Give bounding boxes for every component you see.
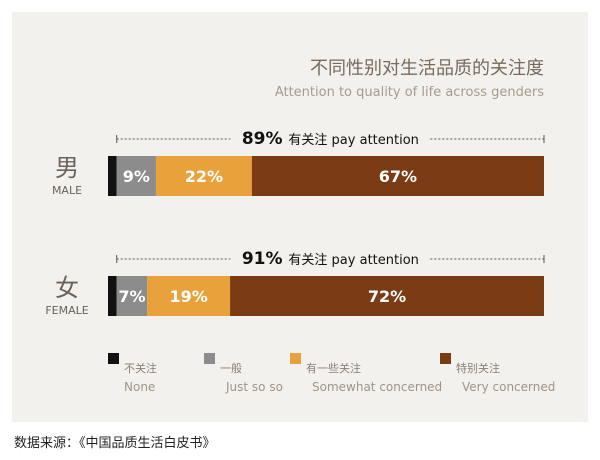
bar-segment xyxy=(108,156,117,196)
category-label-en: MALE xyxy=(52,184,82,197)
legend-label-en: Very concerned xyxy=(462,380,555,394)
chart-subtitle: Attention to quality of life across gend… xyxy=(275,85,544,100)
bar-segment xyxy=(230,276,544,316)
chart-title: 不同性别对生活品质的关注度 xyxy=(310,58,544,79)
legend-label-zh: 不关注 xyxy=(124,361,157,375)
bar-segment xyxy=(251,156,544,196)
legend-label-en: Somewhat concerned xyxy=(312,380,442,394)
legend-swatch xyxy=(440,353,451,364)
bar-segment xyxy=(108,276,117,316)
annotation-value: 89% xyxy=(242,129,289,149)
source-note: 数据来源：《中国品质生活白皮书》 xyxy=(14,436,216,451)
data-label: 72% xyxy=(368,287,406,306)
data-label: 67% xyxy=(379,167,417,186)
legend-label-zh: 一般 xyxy=(220,362,242,375)
chart: 不同性别对生活品质的关注度 Attention to quality of lif… xyxy=(45,58,555,394)
legend-label-en: None xyxy=(124,380,155,394)
annotation-text: 91% 有关注 pay attention xyxy=(242,249,419,269)
annotation-text: 89% 有关注 pay attention xyxy=(242,129,419,149)
bar-segment xyxy=(116,276,148,316)
legend-label-zh: 特别关注 xyxy=(456,361,500,375)
chart-panel: 不同性别对生活品质的关注度 Attention to quality of lif… xyxy=(12,12,588,422)
bar-segment xyxy=(155,156,252,196)
legend-label-zh: 有一些关注 xyxy=(306,361,361,375)
annotation-label: 有关注 pay attention xyxy=(288,253,418,268)
data-label: 22% xyxy=(185,167,223,186)
legend-label-en: Just so so xyxy=(225,380,283,394)
legend-swatch xyxy=(108,353,119,364)
data-label: 19% xyxy=(170,287,208,306)
annotation-value: 91% xyxy=(242,249,289,269)
category-label-zh: 男 xyxy=(55,154,79,182)
legend-swatch xyxy=(290,353,301,364)
legend-swatch xyxy=(204,353,215,364)
category-label-zh: 女 xyxy=(55,274,79,302)
bar-segment xyxy=(116,156,156,196)
bar-segment xyxy=(147,276,231,316)
data-label: 9% xyxy=(123,167,150,186)
data-label: 7% xyxy=(118,287,145,306)
category-label-en: FEMALE xyxy=(45,304,88,317)
annotation-label: 有关注 pay attention xyxy=(288,133,418,148)
